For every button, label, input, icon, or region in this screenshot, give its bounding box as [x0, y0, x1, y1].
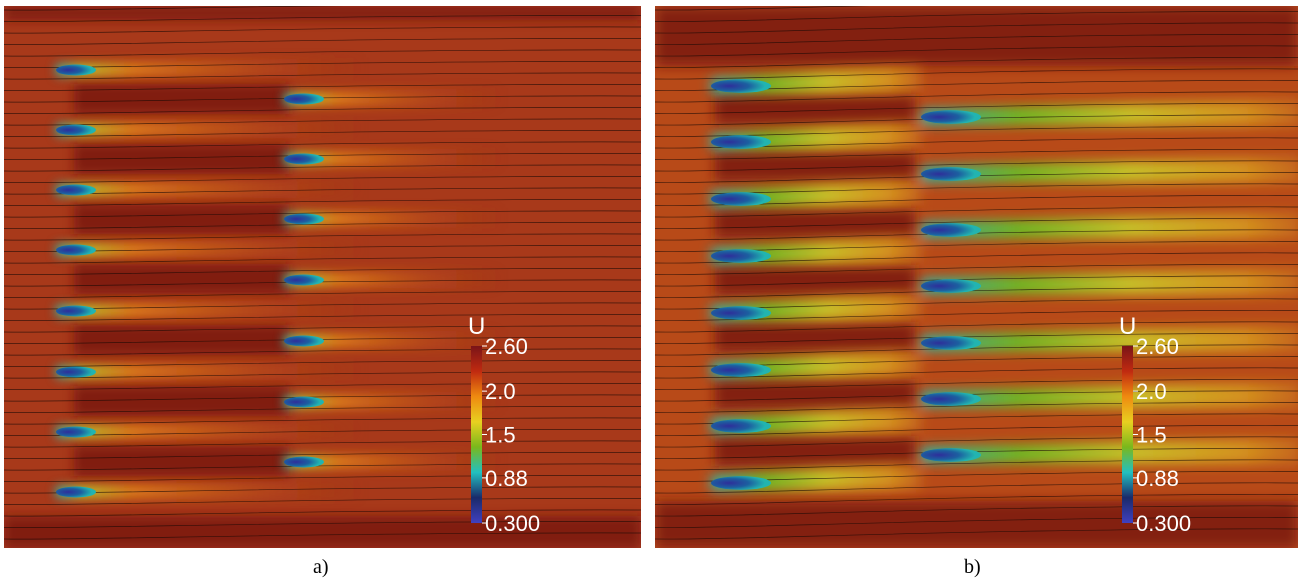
turbine-3	[56, 184, 96, 196]
turbine-9	[921, 110, 981, 124]
turbine-12	[921, 279, 981, 293]
turbine-5	[711, 306, 771, 320]
colorbar-tick-label: 0.88	[1136, 466, 1179, 491]
colorbar-tick-label: 1.5	[1136, 423, 1167, 448]
colorbar-title: U	[1119, 313, 1136, 340]
turbine-14	[284, 396, 324, 408]
turbine-9	[284, 93, 324, 105]
high-velocity-bands	[655, 6, 1298, 548]
turbine-12	[284, 274, 324, 286]
turbine-15	[921, 448, 981, 462]
velocity-contour-plot-b: U2.60 2.0 1.5 0.88 0.300	[655, 6, 1298, 548]
turbine-8	[56, 486, 96, 498]
turbine-8	[711, 476, 771, 490]
colorbar-tick-label: 0.88	[485, 466, 528, 491]
velocity-contour-plot-a: U2.60 2.0 1.5 0.88 0.300	[4, 6, 641, 548]
colorbar-tick-label: 0.300	[485, 511, 540, 536]
colorbar-tick-label: 2.0	[485, 379, 516, 404]
colorbar-tick-label: 1.5	[485, 423, 516, 448]
turbine-11	[921, 223, 981, 237]
colorbar-gradient	[1122, 346, 1133, 523]
turbine-1	[56, 64, 96, 76]
colorbar-tick-label: 2.0	[1136, 379, 1167, 404]
turbine-5	[56, 305, 96, 317]
turbine-7	[711, 419, 771, 433]
flow-field-panel-a: U 2.60 2.0 1.5 0.88 0.300	[4, 6, 641, 548]
colorbar: U2.60 2.0 1.5 0.88 0.300	[468, 313, 540, 536]
turbine-cores	[56, 64, 324, 498]
colorbar-title: U	[468, 313, 485, 340]
turbine-4	[711, 249, 771, 263]
turbine-13	[284, 335, 324, 347]
turbine-2	[56, 124, 96, 136]
flow-field-panel-b: U 2.60 2.0 1.5 0.88 0.300	[655, 6, 1298, 548]
turbine-cores	[711, 79, 981, 490]
turbine-10	[284, 153, 324, 165]
turbine-3	[711, 192, 771, 206]
turbine-7	[56, 426, 96, 438]
colorbar-tick-label: 2.60	[1136, 334, 1179, 359]
turbine-14	[921, 392, 981, 406]
turbine-6	[56, 366, 96, 378]
panel-caption-a: a)	[313, 556, 329, 578]
turbine-11	[284, 213, 324, 225]
colorbar-gradient	[471, 346, 482, 523]
streamlines	[4, 6, 641, 540]
turbine-4	[56, 244, 96, 256]
turbine-6	[711, 363, 771, 377]
turbine-1	[711, 79, 771, 93]
turbine-2	[711, 135, 771, 149]
high-velocity-bands	[4, 6, 641, 548]
colorbar-tick-label: 2.60	[485, 334, 528, 359]
panel-caption-b: b)	[964, 556, 981, 578]
turbine-15	[284, 456, 324, 468]
colorbar-tick-label: 0.300	[1136, 511, 1191, 536]
colorbar: U2.60 2.0 1.5 0.88 0.300	[1119, 313, 1191, 536]
turbine-13	[921, 336, 981, 350]
turbine-10	[921, 167, 981, 181]
